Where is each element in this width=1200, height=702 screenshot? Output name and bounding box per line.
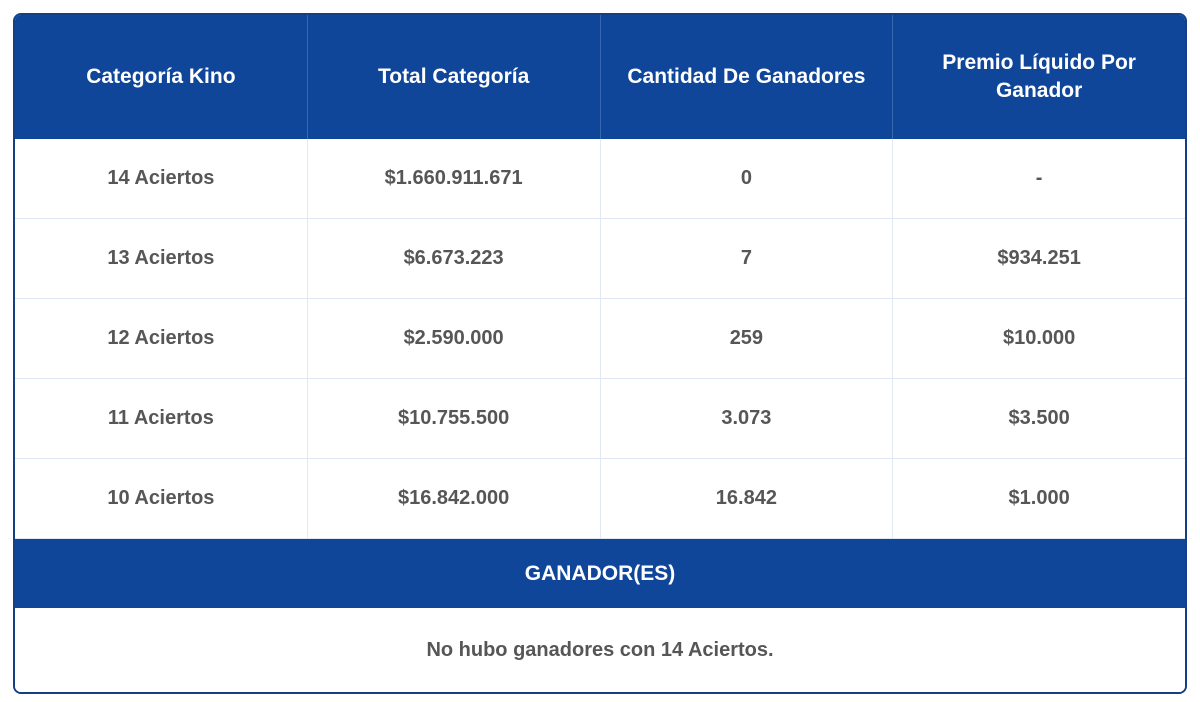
winners-message-text: No hubo ganadores con 14 Aciertos. [426, 638, 774, 661]
table-body: 14 Aciertos $1.660.911.671 0 - 13 Aciert… [15, 139, 1185, 538]
winners-banner: GANADOR(ES) [15, 538, 1185, 608]
cell-total-categoria: $10.755.500 [308, 379, 601, 458]
cell-categoria: 13 Aciertos [15, 219, 308, 298]
table-row: 12 Aciertos $2.590.000 259 $10.000 [15, 298, 1185, 378]
cell-cantidad-ganadores: 259 [601, 299, 894, 378]
winners-message: No hubo ganadores con 14 Aciertos. [15, 608, 1185, 692]
cell-total-categoria: $16.842.000 [308, 459, 601, 538]
column-header-label: Cantidad De Ganadores [627, 64, 866, 88]
cell-premio-por-ganador: $3.500 [1008, 407, 1070, 429]
cell-categoria: 14 Aciertos [15, 139, 308, 218]
cell-total-categoria: $2.590.000 [308, 299, 601, 378]
cell-premio-por-ganador: $934.251 [997, 247, 1081, 269]
cell-categoria: 11 Aciertos [15, 379, 308, 458]
cell-premio-por-ganador: - [1035, 167, 1043, 189]
table-row: 14 Aciertos $1.660.911.671 0 - [15, 139, 1185, 218]
column-header-label: Total Categoría [377, 64, 530, 88]
column-header-premio-liquido: Premio Líquido Por Ganador [893, 15, 1185, 139]
column-header-label: Premio Líquido Por Ganador [942, 50, 1136, 102]
table-row: 11 Aciertos $10.755.500 3.073 $3.500 [15, 378, 1185, 458]
column-header-categoria-kino: Categoría Kino [15, 15, 308, 139]
cell-cantidad-ganadores: 0 [601, 139, 894, 218]
cell-total-categoria: $1.660.911.671 [308, 139, 601, 218]
cell-categoria: 12 Aciertos [15, 299, 308, 378]
table-row: 10 Aciertos $16.842.000 16.842 $1.000 [15, 458, 1185, 538]
cell-premio-por-ganador: $10.000 [1002, 327, 1076, 349]
cell-cantidad-ganadores: 3.073 [601, 379, 894, 458]
column-header-cantidad-ganadores: Cantidad De Ganadores [601, 15, 894, 139]
cell-total-categoria: $6.673.223 [308, 219, 601, 298]
table-row: 13 Aciertos $6.673.223 7 $934.251 [15, 218, 1185, 298]
cell-premio-por-ganador: $1.000 [1008, 487, 1070, 509]
column-header-total-categoria: Total Categoría [308, 15, 601, 139]
winners-banner-label: GANADOR(ES) [524, 561, 676, 585]
cell-cantidad-ganadores: 7 [601, 219, 894, 298]
cell-categoria: 10 Aciertos [15, 459, 308, 538]
column-header-label: Categoría Kino [86, 64, 236, 88]
kino-results-table: Categoría Kino Total Categoría Cantidad … [13, 13, 1187, 694]
table-header-row: Categoría Kino Total Categoría Cantidad … [15, 15, 1185, 139]
cell-cantidad-ganadores: 16.842 [601, 459, 894, 538]
